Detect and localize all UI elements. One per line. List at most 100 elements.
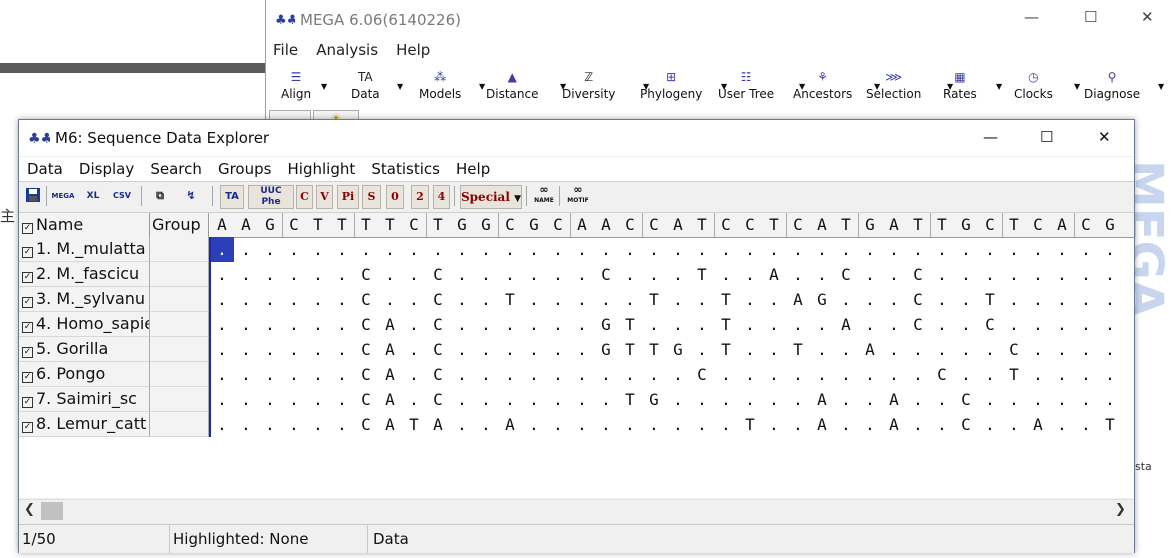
sequence-site-cell[interactable]: . — [289, 415, 299, 434]
sequence-site-cell[interactable]: . — [601, 390, 611, 409]
sequence-site-cell[interactable]: . — [313, 340, 323, 359]
site-header-cell[interactable]: T — [361, 215, 371, 234]
sequence-site-cell[interactable]: . — [745, 265, 755, 284]
sequence-site-cell[interactable]: . — [409, 290, 419, 309]
sequence-site-cell[interactable]: . — [697, 390, 707, 409]
site-header-cell[interactable]: C — [289, 215, 299, 234]
sequence-site-cell[interactable]: . — [313, 415, 323, 434]
sequence-site-cell[interactable]: T — [1105, 415, 1115, 434]
save-icon[interactable] — [24, 185, 42, 207]
sequence-site-cell[interactable]: . — [841, 365, 851, 384]
toolbar-data-button[interactable]: TA Data — [351, 64, 380, 108]
sequence-site-cell[interactable]: . — [529, 240, 539, 259]
sequence-site-cell[interactable]: . — [721, 265, 731, 284]
sequence-site-cell[interactable]: . — [529, 265, 539, 284]
menu-data[interactable]: Data — [27, 160, 63, 178]
sequence-site-cell[interactable]: . — [769, 415, 779, 434]
sequence-site-cell[interactable]: . — [1105, 340, 1115, 359]
sequence-site-cell[interactable]: . — [241, 365, 251, 384]
sequence-site-cell[interactable]: C — [361, 390, 371, 409]
site-header-cell[interactable]: C — [1033, 215, 1043, 234]
sequence-site-cell[interactable]: . — [577, 265, 587, 284]
sequence-site-cell[interactable]: . — [1057, 290, 1067, 309]
sequence-name-cell[interactable]: ✓ 3. M._sylvanu — [19, 287, 150, 312]
sequence-site-cell[interactable]: . — [865, 265, 875, 284]
sequence-site-cell[interactable]: . — [265, 415, 275, 434]
sequence-site-cell[interactable]: . — [409, 340, 419, 359]
sequence-site-cell[interactable]: . — [265, 340, 275, 359]
sequence-site-cell[interactable]: . — [721, 240, 731, 259]
sequence-site-cell[interactable]: . — [721, 415, 731, 434]
sequence-site-cell[interactable]: . — [385, 290, 395, 309]
sequence-site-cell[interactable]: . — [529, 390, 539, 409]
sequence-site-cell[interactable]: . — [529, 365, 539, 384]
sequence-site-cell[interactable]: . — [1081, 365, 1091, 384]
sequence-site-cell[interactable]: . — [1009, 265, 1019, 284]
sequence-site-cell[interactable]: . — [265, 265, 275, 284]
site-header-cell[interactable]: A — [817, 215, 827, 234]
sequence-site-cell[interactable]: . — [721, 390, 731, 409]
menu-help[interactable]: Help — [456, 160, 491, 178]
sequence-site-cell[interactable]: . — [241, 290, 251, 309]
sequence-site-cell[interactable]: . — [313, 365, 323, 384]
sequence-site-cell[interactable]: . — [481, 240, 491, 259]
sequence-checkbox[interactable]: ✓ — [22, 272, 33, 283]
sequence-site-cell[interactable]: . — [1057, 265, 1067, 284]
chevron-down-icon[interactable]: ▼ — [996, 82, 1003, 91]
sequence-site-cell[interactable]: . — [289, 390, 299, 409]
toolbar-diagnose-button[interactable]: ⚲ Diagnose — [1084, 64, 1140, 108]
sequence-site-cell[interactable]: . — [673, 415, 683, 434]
sequence-site-cell[interactable]: C — [601, 265, 611, 284]
sequence-site-cell[interactable]: . — [793, 240, 803, 259]
sequence-site-cell[interactable]: C — [433, 340, 443, 359]
sequence-site-cell[interactable]: . — [1081, 390, 1091, 409]
sequence-site-cell[interactable]: A — [385, 390, 395, 409]
site-header-cell[interactable]: T — [690, 213, 715, 237]
site-header-cell[interactable]: G — [961, 215, 971, 234]
sequence-name-cell[interactable]: ✓ 4. Homo_sapie — [19, 312, 150, 337]
sequence-site-cell[interactable]: . — [673, 290, 683, 309]
sequence-checkbox[interactable]: ✓ — [22, 397, 33, 408]
sequence-site-cell[interactable]: . — [481, 390, 491, 409]
sequence-site-cell[interactable]: . — [649, 240, 659, 259]
sequence-site-cell[interactable]: T — [793, 340, 803, 359]
sequence-site-cell[interactable]: . — [889, 315, 899, 334]
explorer-maximize-button[interactable]: ☐ — [1040, 128, 1054, 146]
sequence-site-cell[interactable]: . — [553, 340, 563, 359]
sequence-site-cell[interactable]: . — [577, 315, 587, 334]
sequence-site-cell[interactable]: . — [289, 315, 299, 334]
chevron-down-icon[interactable]: ▼ — [321, 82, 328, 91]
sequence-site-cell[interactable]: . — [1033, 365, 1043, 384]
sequence-site-cell[interactable]: . — [601, 415, 611, 434]
highlight-c-button[interactable]: C — [296, 185, 313, 209]
sequence-site-cell[interactable]: . — [457, 290, 467, 309]
sequence-site-cell[interactable]: . — [745, 390, 755, 409]
sequence-site-cell[interactable]: . — [1105, 365, 1115, 384]
sequence-site-cell[interactable]: . — [481, 290, 491, 309]
scrollbar-thumb[interactable] — [41, 502, 63, 520]
sequence-site-cell[interactable]: G — [601, 340, 611, 359]
uuc-phe-icon[interactable]: UUC Phe — [248, 185, 294, 209]
sequence-site-cell[interactable]: C — [913, 265, 923, 284]
chevron-down-icon[interactable]: ▼ — [479, 82, 486, 91]
sequence-site-cell[interactable]: . — [1105, 265, 1115, 284]
sequence-site-cell[interactable]: . — [1081, 290, 1091, 309]
site-header-cell[interactable]: C — [618, 213, 643, 237]
sequence-site-cell[interactable]: C — [961, 390, 971, 409]
sequence-site-cell[interactable]: . — [529, 415, 539, 434]
sequence-site-cell[interactable]: . — [769, 240, 779, 259]
sequence-site-cell[interactable]: . — [409, 390, 419, 409]
menu-highlight[interactable]: Highlight — [287, 160, 356, 178]
sequence-site-cell[interactable]: . — [313, 265, 323, 284]
sequence-site-cell[interactable]: . — [937, 240, 947, 259]
sequence-site-cell[interactable]: . — [217, 340, 227, 359]
sequence-site-cell[interactable]: . — [265, 240, 275, 259]
highlight-2-button[interactable]: 2 — [411, 185, 429, 209]
sequence-site-cell[interactable]: C — [361, 290, 371, 309]
sequence-checkbox[interactable]: ✓ — [22, 297, 33, 308]
sequence-site-cell[interactable]: . — [1033, 340, 1043, 359]
site-header-cell[interactable]: G — [1105, 215, 1115, 234]
sequence-site-cell[interactable]: . — [337, 290, 347, 309]
sequence-site-cell[interactable]: A — [817, 390, 827, 409]
sequence-site-cell[interactable]: . — [529, 315, 539, 334]
